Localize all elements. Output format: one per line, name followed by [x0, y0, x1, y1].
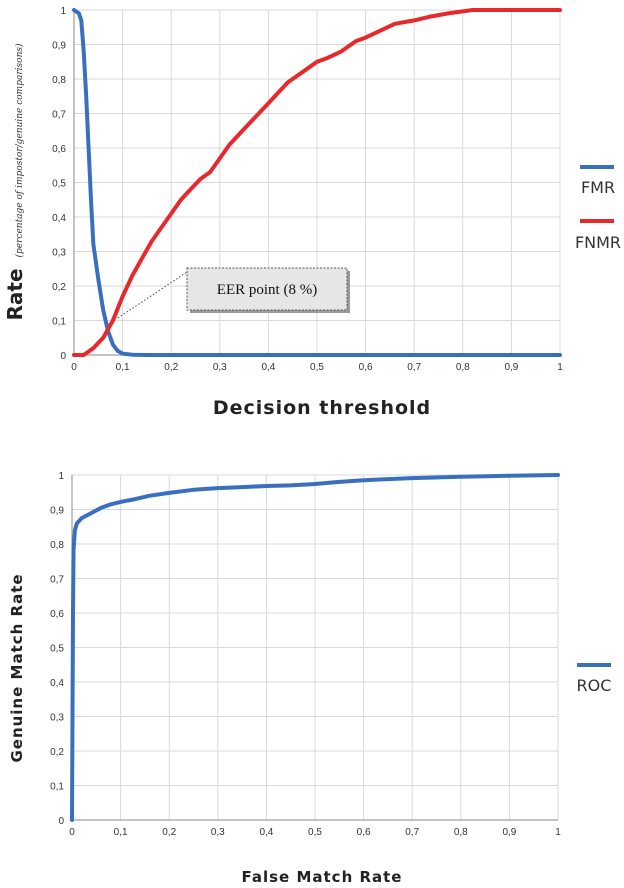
x-tick-label: 1 [555, 827, 561, 838]
x-tick-label: 0,8 [456, 362, 470, 373]
series-line-roc [70, 473, 560, 822]
chart-2: 0 0,1 0,2 0,3 0,4 0,5 0,6 0,7 0,8 0,9 1 0 0,1 0,2 0,3 0… [8, 471, 611, 886]
y-axis-title-group: Rate (percentage of impostor/genuine com… [3, 43, 27, 320]
y-tick-label: 0,4 [52, 213, 66, 224]
legend-label-fnmr: FNMR [575, 233, 621, 252]
chart-1: 0 0,1 0,2 0,3 0,4 0,5 0,6 0,7 0,8 0,9 1 0 0,1 0,2 0,3 0… [3, 6, 621, 419]
y-axis-title: Genuine Match Rate [8, 573, 26, 762]
x-tick-label: 0,2 [164, 362, 178, 373]
y-tick-label: 0,6 [50, 609, 64, 620]
x-tick-label: 0,9 [504, 362, 518, 373]
y-tick-label: 0,9 [50, 506, 64, 517]
y-tick-label: 0,5 [52, 179, 66, 190]
y-axis-title: Rate [3, 262, 27, 321]
legend-label-roc: ROC [577, 676, 612, 695]
x-tick-label: 1 [557, 362, 563, 373]
series-line-fmr [72, 8, 562, 357]
x-tick-label: 0,9 [502, 827, 516, 838]
annotation-leader-line [117, 271, 188, 319]
x-tick-label: 0,1 [116, 362, 130, 373]
legend-label-fmr: FMR [581, 178, 615, 197]
x-tick-label: 0,2 [162, 827, 176, 838]
y-tick-label: 0,3 [52, 248, 66, 259]
y-tick-label: 0 [58, 816, 64, 827]
x-tick-label: 0,7 [407, 362, 421, 373]
x-axis-title: False Match Rate [242, 868, 403, 886]
x-tick-label: 0,4 [259, 827, 273, 838]
annotation-text: EER point (8 %) [217, 282, 317, 298]
y-tick-label: 1 [60, 6, 66, 17]
y-tick-label: 0,7 [52, 110, 66, 121]
y-tick-label: 0,2 [52, 282, 66, 293]
x-tick-label: 0,6 [359, 362, 373, 373]
annotation-box [186, 267, 348, 311]
x-tick-label: 0,7 [405, 827, 419, 838]
x-tick-label: 0,1 [114, 827, 128, 838]
y-tick-label: 0,2 [50, 747, 64, 758]
series-line-fnmr [72, 8, 562, 357]
y-tick-label: 1 [58, 471, 64, 482]
y-tick-label: 0,6 [52, 144, 66, 155]
x-tick-label: 0,3 [211, 827, 225, 838]
y-tick-label: 0 [60, 351, 66, 362]
y-tick-label: 0,5 [50, 644, 64, 655]
y-tick-label: 0,7 [50, 575, 64, 586]
x-tick-label: 0 [71, 362, 77, 373]
y-tick-label: 0,9 [52, 41, 66, 52]
y-axis-subtitle: (percentage of impostor/genuine comparis… [14, 43, 25, 257]
x-tick-label: 0,3 [213, 362, 227, 373]
x-tick-label: 0,6 [357, 827, 371, 838]
y-tick-label: 0,4 [50, 678, 64, 689]
x-tick-label: 0,5 [310, 362, 324, 373]
x-tick-label: 0 [69, 827, 75, 838]
y-tick-label: 0,3 [50, 713, 64, 724]
x-axis-title: Decision threshold [213, 397, 431, 419]
y-tick-label: 0,1 [52, 317, 66, 328]
y-tick-label: 0,8 [52, 75, 66, 86]
x-tick-label: 0,4 [261, 362, 275, 373]
x-tick-label: 0,8 [454, 827, 468, 838]
y-tick-label: 0,1 [50, 782, 64, 793]
y-tick-label: 0,8 [50, 540, 64, 551]
x-tick-label: 0,5 [308, 827, 322, 838]
